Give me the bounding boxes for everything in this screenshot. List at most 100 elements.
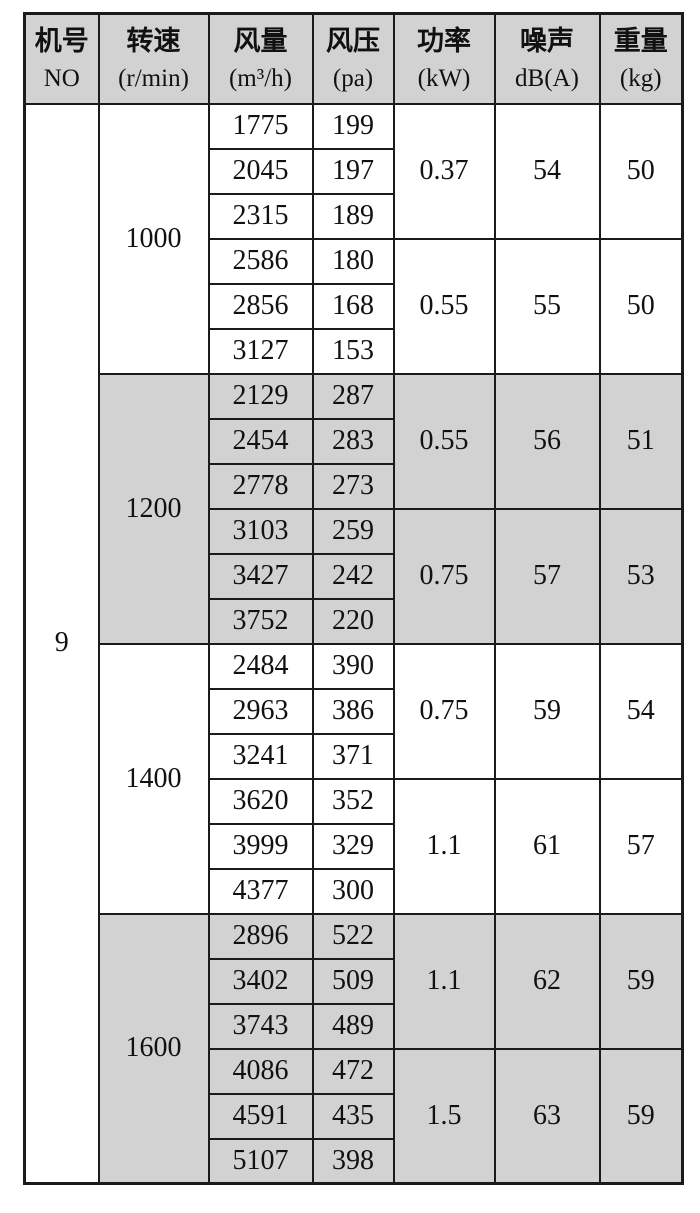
header-volume-unit: (m³/h) [228,64,293,92]
table-row: 2315 189 [25,192,683,240]
volume-cell: 3127 [207,327,314,375]
table-row: 4377 300 [25,867,683,915]
volume-cell: 2454 [207,417,314,465]
power-cell: 0.37 [392,102,496,240]
weight-cell: 59 [598,1047,684,1185]
table-row: 1200 2129 287 0.55 56 51 [25,372,684,645]
power-cell: 1.1 [392,777,496,915]
table-row: 2778 273 [25,462,683,510]
table-row: 3427 242 [25,552,683,600]
header-weight-label: 重量 [613,25,668,56]
pressure-cell: 489 [311,1002,395,1050]
weight-cell: 51 [598,372,684,510]
volume-cell: 3427 [207,552,314,600]
speed-cell: 1400 [97,642,210,915]
pressure-cell: 259 [311,507,395,555]
power-cell: 0.75 [392,507,496,645]
table-row: 3743 489 [25,1002,683,1050]
volume-cell: 4086 [207,1047,314,1095]
noise-cell: 63 [493,1047,601,1185]
header-pressure-label: 风压 [326,25,380,56]
table-row: 3127 153 [25,327,683,375]
weight-cell: 53 [598,507,684,645]
pressure-cell: 390 [311,642,395,690]
table-row: 2856 168 [25,282,683,330]
volume-cell: 2778 [207,462,314,510]
pressure-cell: 371 [311,732,395,780]
pressure-cell: 273 [311,462,395,510]
volume-cell: 3999 [207,822,314,870]
header-pressure: 风压 (pa) [311,12,395,105]
pressure-cell: 283 [311,417,395,465]
table-row: 2454 283 [25,417,683,465]
table-row: 5107 398 [25,1137,683,1185]
volume-cell: 3620 [207,777,314,825]
header-noise: 噪声 dB(A) [493,12,601,105]
pressure-cell: 242 [311,552,395,600]
noise-cell: 54 [493,102,601,240]
volume-cell: 3743 [207,1002,314,1050]
pressure-cell: 168 [311,282,395,330]
table-row: 3241 371 [25,732,683,780]
noise-cell: 62 [493,912,601,1050]
volume-cell: 5107 [207,1137,314,1185]
table-row: 9 1000 1775 199 0.37 54 50 [23,102,684,1185]
power-cell: 0.55 [392,372,496,510]
volume-cell: 1775 [207,102,314,150]
header-power-unit: (kW) [417,64,471,92]
power-cell: 0.55 [392,237,496,375]
header-row: 机号 NO 转速 (r/min) 风量 (m³/h) 风压 (pa) 功率 (k… [23,12,684,105]
volume-cell: 4377 [207,867,314,915]
weight-cell: 57 [598,777,684,915]
volume-cell: 2856 [207,282,314,330]
table-row: 3620 352 1.1 61 57 [25,777,684,915]
volume-cell: 2129 [207,372,314,420]
volume-cell: 3402 [207,957,314,1005]
pressure-cell: 180 [311,237,395,285]
volume-cell: 2586 [207,237,314,285]
table-row: 4086 472 1.5 63 59 [25,1047,684,1185]
volume-cell: 2045 [207,147,314,195]
volume-cell: 3241 [207,732,314,780]
pressure-cell: 329 [311,822,395,870]
volume-cell: 2315 [207,192,314,240]
pressure-cell: 509 [311,957,395,1005]
pressure-cell: 398 [311,1137,395,1185]
weight-cell: 54 [598,642,684,780]
header-speed-unit: (r/min) [118,64,189,92]
table-row: 2045 197 [25,147,683,195]
volume-cell: 3752 [207,597,314,645]
pressure-cell: 472 [311,1047,395,1095]
header-machine-no: 机号 NO [23,12,100,105]
header-noise-label: 噪声 [520,25,574,56]
table-row: 3402 509 [25,957,683,1005]
pressure-cell: 287 [311,372,395,420]
pressure-cell: 199 [311,102,395,150]
header-volume-label: 风量 [233,25,288,56]
pressure-cell: 197 [311,147,395,195]
machine-no-cell: 9 [23,102,100,1185]
header-power: 功率 (kW) [392,12,496,105]
table-row: 1400 2484 390 0.75 59 54 [25,642,684,915]
pressure-cell: 153 [311,327,395,375]
volume-cell: 2484 [207,642,314,690]
volume-cell: 4591 [207,1092,314,1140]
volume-cell: 3103 [207,507,314,555]
table-row: 3103 259 0.75 57 53 [25,507,684,645]
pressure-cell: 352 [311,777,395,825]
power-cell: 0.75 [392,642,496,780]
header-noise-unit: dB(A) [515,64,579,92]
power-cell: 1.1 [392,912,496,1050]
pressure-cell: 220 [311,597,395,645]
header-weight: 重量 (kg) [598,12,684,105]
table-row: 1600 2896 522 1.1 62 59 [25,912,684,1185]
pressure-cell: 189 [311,192,395,240]
noise-cell: 55 [493,237,601,375]
weight-cell: 50 [598,102,684,240]
table-row: 2586 180 0.55 55 50 [25,237,684,375]
header-volume: 风量 (m³/h) [207,12,314,105]
weight-cell: 59 [598,912,684,1050]
header-machine-no-label: 机号 [34,25,89,56]
speed-cell: 1000 [97,102,210,375]
speed-cell: 1600 [97,912,210,1185]
